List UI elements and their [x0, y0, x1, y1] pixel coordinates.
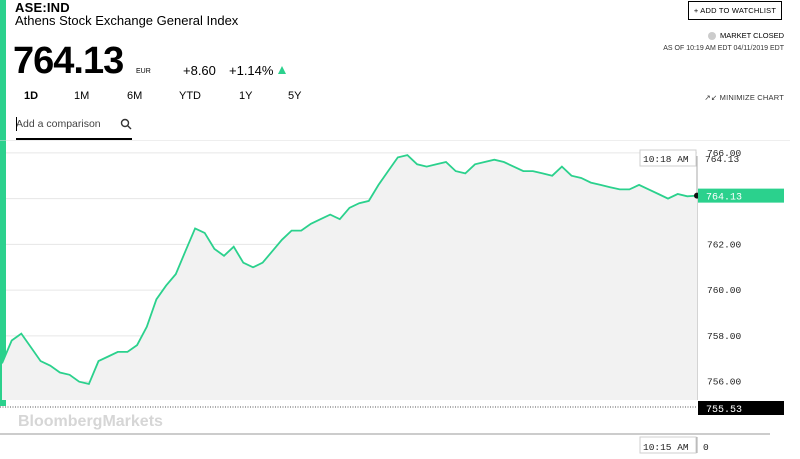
- search-icon[interactable]: [120, 118, 132, 130]
- index-name: Athens Stock Exchange General Index: [15, 13, 239, 28]
- price-chart-svg: BloombergMarkets 756.00 758.00 760.00 762.0…: [0, 139, 790, 454]
- market-status: MARKET CLOSED: [707, 31, 784, 40]
- tab-ytd[interactable]: YTD: [179, 90, 201, 102]
- top-value-label: 764.13: [705, 154, 740, 165]
- percent-change: +1.14%: [229, 63, 274, 78]
- market-status-text: MARKET CLOSED: [719, 31, 784, 40]
- current-value-label: 764.13: [706, 193, 742, 204]
- price-line: [1, 154, 698, 386]
- top-time-box: [639, 149, 697, 167]
- y-tick-label: 762.00: [707, 239, 742, 250]
- y-tick-label: 758.00: [707, 331, 742, 342]
- bottom-value-label: 0: [703, 442, 709, 453]
- top-time-label: 10:18 AM: [643, 154, 689, 165]
- y-tick-label: 756.00: [707, 377, 742, 388]
- watermark-text: BloombergMarkets: [18, 413, 163, 430]
- y-tick-label: 760.00: [707, 285, 742, 296]
- as-of-timestamp: AS OF 10:19 AM EDT 04/11/2019 EDT: [663, 45, 784, 52]
- tab-1m[interactable]: 1M: [74, 90, 90, 102]
- low-value-label: 755.53: [706, 405, 742, 416]
- up-arrow-icon: [278, 66, 286, 74]
- price-area: [2, 155, 697, 400]
- bottom-time-label: 10:15 AM: [643, 442, 689, 453]
- status-dot-icon: [707, 31, 716, 40]
- minimize-chart-button[interactable]: ↗↙ MINIMIZE CHART: [704, 93, 784, 102]
- tab-1y[interactable]: 1Y: [239, 90, 253, 102]
- ticker-symbol: ASE:IND: [15, 0, 70, 15]
- tab-5y[interactable]: 5Y: [288, 90, 302, 102]
- currency-label: EUR: [136, 68, 151, 75]
- comparison-search: [16, 114, 132, 140]
- minimize-icon: ↗↙: [704, 93, 718, 102]
- tab-6m[interactable]: 6M: [127, 90, 143, 102]
- price-chart: BloombergMarkets 756.00 758.00 760.00 762.0…: [0, 139, 800, 454]
- current-value-tag: [698, 188, 784, 203]
- y-tick-label: 766.00: [707, 148, 742, 159]
- text-cursor: [16, 117, 17, 131]
- last-price: 764.13: [13, 40, 124, 82]
- comparison-input[interactable]: [16, 118, 116, 130]
- add-to-watchlist-button[interactable]: + ADD TO WATCHLIST: [688, 1, 782, 20]
- tab-1d[interactable]: 1D: [24, 90, 39, 102]
- price-change: +8.60: [183, 63, 216, 78]
- minimize-label: MINIMIZE CHART: [719, 93, 784, 102]
- bottom-time-box: [639, 436, 697, 454]
- low-value-tag: [698, 401, 784, 415]
- accent-bar: [0, 0, 6, 406]
